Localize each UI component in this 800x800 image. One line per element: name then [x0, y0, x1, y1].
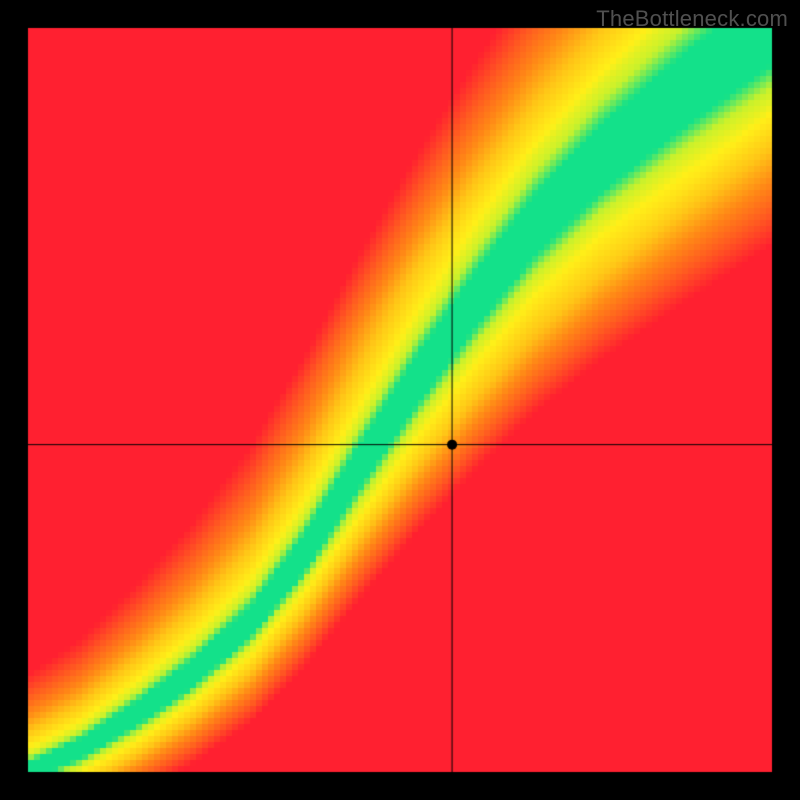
bottleneck-heatmap — [0, 0, 800, 800]
chart-container: TheBottleneck.com — [0, 0, 800, 800]
